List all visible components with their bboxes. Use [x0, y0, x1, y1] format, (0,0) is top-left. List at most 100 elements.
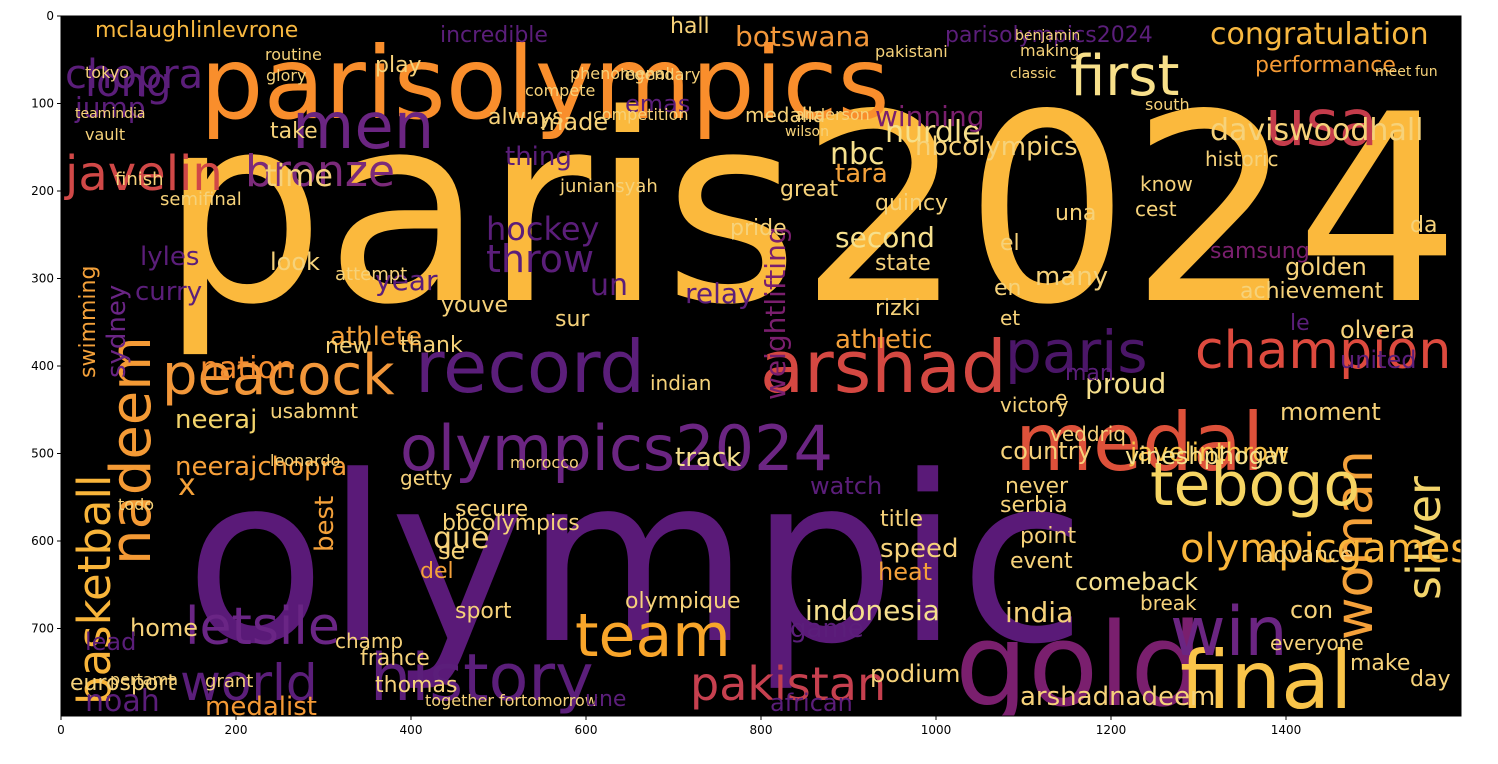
- word-nbcolympics: nbcolympics: [915, 132, 1078, 162]
- word-bbcolympics: bbcolympics: [442, 511, 580, 536]
- word-noah: noah: [85, 684, 160, 719]
- word-indonesia: indonesia: [805, 594, 940, 627]
- word-attempt: attempt: [335, 264, 407, 285]
- word-arshad: arshad: [760, 325, 1007, 409]
- word-watch: watch: [810, 472, 882, 500]
- word-tara: tara: [835, 159, 888, 189]
- word-united: united: [1340, 346, 1417, 374]
- word-final: final: [1180, 634, 1352, 727]
- word-tokyo: tokyo: [85, 63, 129, 82]
- wordcloud-canvas: [61, 16, 1461, 716]
- word-proud: proud: [1085, 367, 1166, 400]
- word-glory: glory: [266, 66, 306, 85]
- word-phenomenal: phenomenal: [570, 64, 670, 83]
- word-indian: indian: [650, 371, 711, 395]
- x-tick-label: 400: [400, 723, 423, 737]
- word-un: un: [590, 268, 628, 303]
- word-que: que: [433, 521, 490, 556]
- word-india: india: [1005, 596, 1073, 629]
- word-olympics2024: olympics2024: [400, 412, 833, 485]
- word-teamindia: teamindia: [75, 106, 145, 122]
- word-south: south: [1145, 95, 1190, 114]
- word-best: best: [310, 496, 340, 552]
- word-podium: podium: [870, 660, 960, 688]
- word-winning: winning: [875, 100, 984, 133]
- word-history: history: [370, 641, 594, 716]
- word-javelinthrow: javelinthrow: [1129, 438, 1289, 468]
- word-secure: secure: [455, 497, 528, 522]
- word-parisolympics2024: parisolympics2024: [945, 23, 1153, 48]
- word-compete: compete: [525, 81, 595, 100]
- word-title: title: [880, 507, 923, 532]
- word-sur: sur: [555, 307, 590, 332]
- word-men: men: [292, 90, 434, 164]
- word-quincy: quincy: [875, 191, 948, 216]
- word-parisolympics: parisolympics: [200, 25, 890, 142]
- x-tick-label: 1000: [921, 723, 952, 737]
- word-juniansyah: juniansyah: [559, 176, 658, 197]
- word-una: una: [1055, 201, 1096, 226]
- y-tick-label: 0: [46, 9, 54, 23]
- word-making: making: [1020, 41, 1079, 60]
- word-many: many: [1035, 262, 1108, 292]
- y-tick-label: 500: [31, 447, 54, 461]
- word-relay: relay: [685, 277, 755, 310]
- word-year: year: [375, 264, 438, 297]
- word-champion: champion: [1195, 321, 1451, 381]
- word-getty: getty: [400, 466, 453, 490]
- word-moment: moment: [1280, 398, 1381, 426]
- word-nadeem: nadeem: [99, 336, 164, 565]
- word-grant: grant: [205, 671, 253, 692]
- word-win: win: [1170, 593, 1288, 672]
- x-tick-label: 1200: [1096, 723, 1127, 737]
- word-vineshphogat: vineshphogat: [1125, 442, 1288, 470]
- word-athlete: athlete: [330, 322, 422, 352]
- word-fun: fun: [1415, 64, 1438, 80]
- word-olvera: olvera: [1340, 316, 1415, 344]
- word-world: world: [180, 654, 318, 712]
- word-state: state: [875, 251, 931, 276]
- word-great: great: [780, 177, 839, 202]
- word-mclaughlinlevrone: mclaughlinlevrone: [95, 18, 298, 43]
- word-finish: finish: [115, 169, 164, 190]
- word-champ: champ: [335, 629, 403, 653]
- word-anderson: anderson: [795, 105, 870, 124]
- word-letsile: letsile: [185, 597, 340, 657]
- word-jump: jump: [74, 91, 146, 124]
- word-olympique: olympique: [625, 589, 741, 614]
- word-woman: woman: [1325, 450, 1385, 640]
- word-pakistani: pakistani: [875, 42, 948, 61]
- word-eurosport: eurosport: [70, 671, 176, 696]
- word-together-fortomorrow: together fortomorrow: [425, 691, 598, 710]
- word-javelin: javelin: [64, 146, 223, 202]
- word-et: et: [1000, 306, 1020, 330]
- word-rizki: rizki: [875, 296, 921, 321]
- word-usabmnt: usabmnt: [270, 399, 358, 423]
- word-se: se: [438, 537, 465, 565]
- word-swimming: swimming: [76, 266, 101, 378]
- word-sydney: sydney: [102, 285, 132, 378]
- word-wilson: wilson: [785, 124, 829, 140]
- word-hockey: hockey: [486, 210, 599, 248]
- word-thank: thank: [400, 333, 463, 358]
- word-meet: meet: [1375, 64, 1412, 80]
- word-paris: paris: [1005, 318, 1148, 386]
- word-point: point: [1020, 524, 1076, 549]
- word-da: da: [1410, 213, 1437, 238]
- word-made: made: [540, 108, 608, 136]
- word-break: break: [1140, 591, 1197, 615]
- word-chopra: chopra: [65, 52, 203, 98]
- word-advance: advance: [1260, 543, 1354, 568]
- word-benjamin: benjamin: [1015, 28, 1080, 44]
- word-pakistan: pakistan: [690, 657, 886, 711]
- y-tick-label: 600: [31, 534, 54, 548]
- word-weightlifting: weightlifting: [759, 226, 792, 400]
- word-usa: usa: [1265, 87, 1378, 161]
- word-lead: lead: [85, 628, 136, 656]
- word-make: make: [1350, 651, 1410, 676]
- word-take: take: [270, 119, 318, 144]
- word-performance: performance: [1255, 53, 1396, 78]
- word-daviswoodhall: daviswoodhall: [1210, 113, 1424, 148]
- word-le: le: [1290, 311, 1310, 336]
